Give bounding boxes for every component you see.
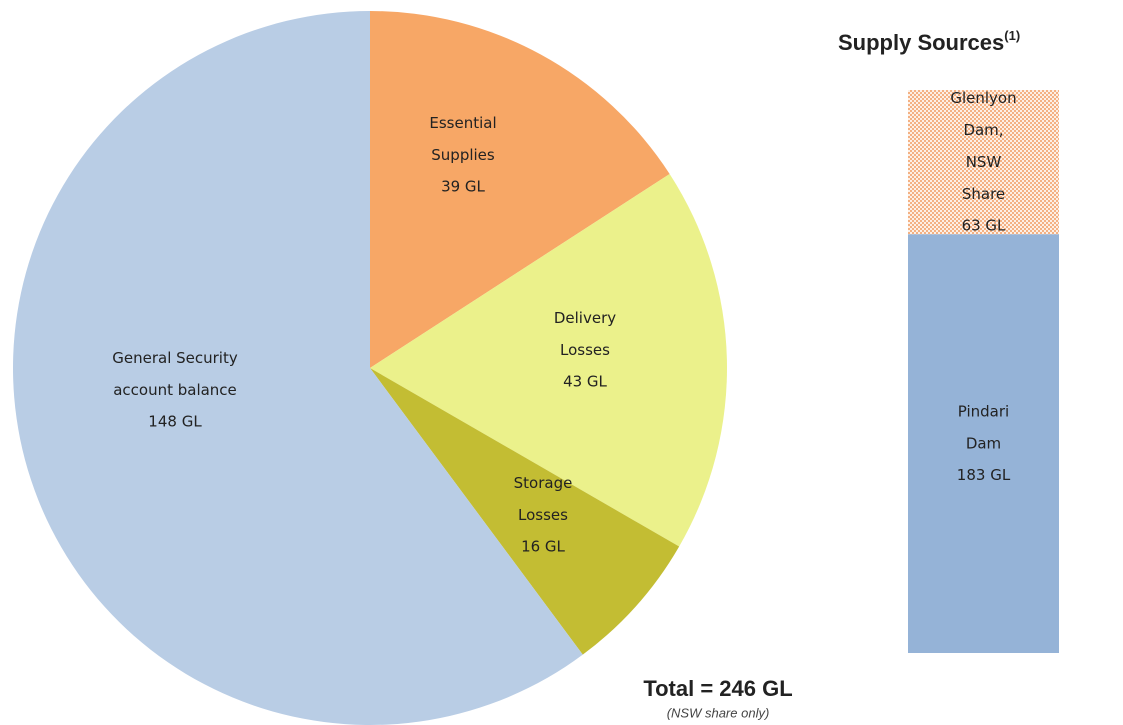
slice-label: General Security account balance (112, 349, 238, 399)
slice-label: Essential Supplies (429, 114, 496, 164)
slice-value-label: 148 GL (148, 413, 202, 431)
segment-label: Pindari Dam (958, 402, 1009, 452)
bar-segment (908, 90, 1059, 235)
slice-value-label: 39 GL (441, 178, 485, 196)
bar-segment (908, 234, 1059, 653)
slice-value-label: 43 GL (563, 373, 607, 391)
pie-slice (370, 173, 727, 547)
pie-slice (370, 368, 680, 655)
segment-label: Glenlyon Dam, NSW Share (950, 89, 1016, 203)
segment-value-label: 63 GL (962, 217, 1006, 235)
slice-label: Storage Losses (514, 474, 573, 524)
note: (NSW share only) (667, 705, 770, 720)
total-annotation: Total = 246 GL (643, 676, 792, 701)
segment-value-label: 183 GL (957, 466, 1011, 484)
pie-slice (370, 11, 670, 368)
pie-slice (13, 11, 583, 725)
slice-value-label: 16 GL (521, 538, 565, 556)
slice-label: Delivery Losses (554, 309, 616, 359)
chart-title: Supply Sources(1) (838, 28, 1020, 54)
